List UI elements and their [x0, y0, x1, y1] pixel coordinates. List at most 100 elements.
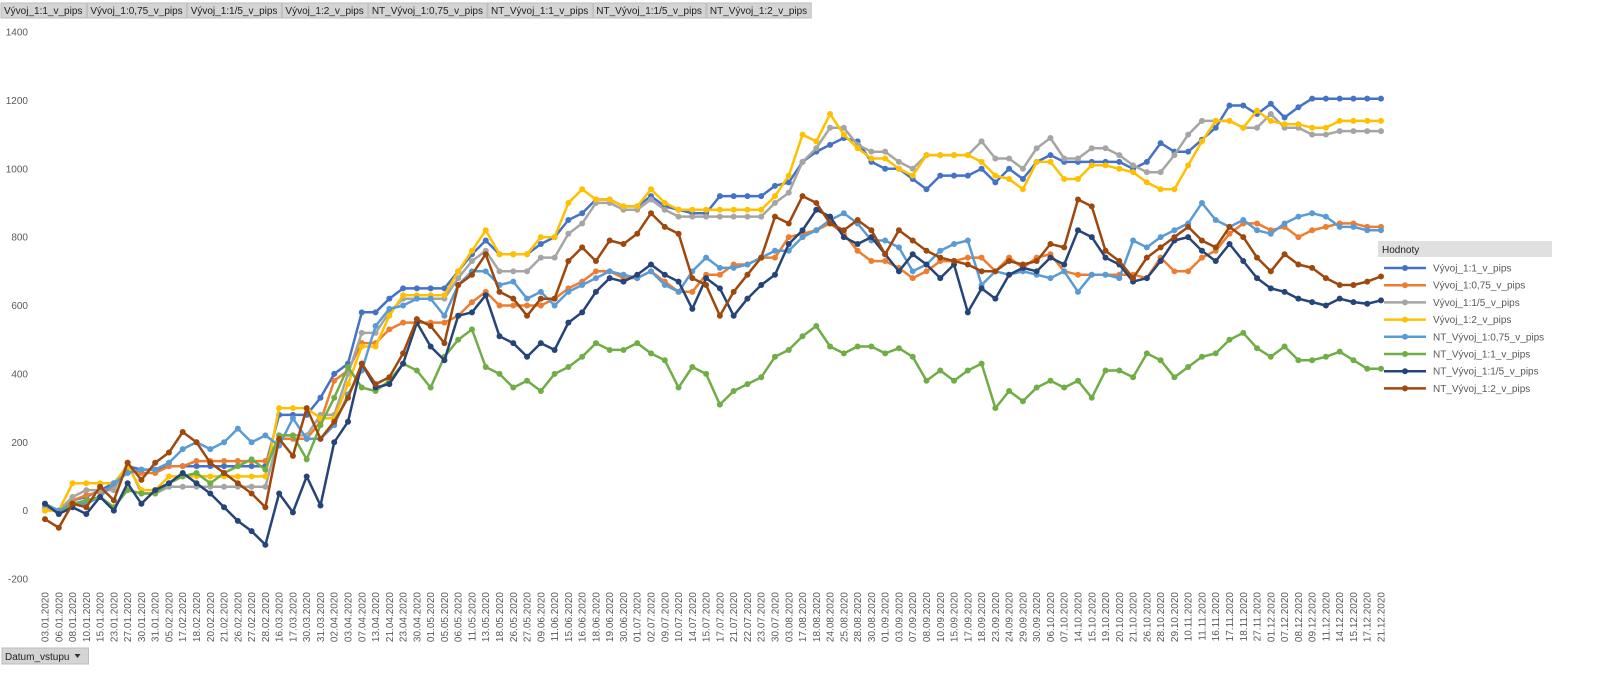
data-point: [1336, 223, 1343, 230]
x-tick-label: 31.01.2020: [151, 592, 162, 642]
field-button[interactable]: NT_Vývoj_1:1/5_v_pips: [592, 2, 707, 19]
data-point: [771, 247, 778, 254]
field-button-label[interactable]: Vývoj_1:1_v_pips: [4, 6, 82, 17]
data-point: [909, 353, 916, 360]
data-point: [372, 309, 379, 316]
x-tick-label: 08.09.2020: [922, 592, 933, 642]
data-point: [620, 240, 627, 247]
field-button[interactable]: Vývoj_1:1_v_pips: [0, 2, 87, 19]
data-point: [868, 234, 875, 241]
data-point: [1350, 117, 1357, 124]
data-point: [1336, 281, 1343, 288]
data-point: [1074, 377, 1081, 384]
x-tick-label: 20.10.2020: [1115, 592, 1126, 642]
axis-field-bg[interactable]: [1, 647, 89, 665]
field-button-bg[interactable]: [368, 2, 488, 19]
field-button-label[interactable]: NT_Vývoj_1:1/5_v_pips: [596, 6, 702, 17]
legend-marker: [1402, 351, 1408, 357]
data-point: [207, 446, 214, 453]
field-button-bg[interactable]: [187, 2, 282, 19]
data-point: [1171, 152, 1178, 159]
x-tick-label: 03.08.2020: [784, 592, 795, 642]
field-button-label[interactable]: Vývoj_1:2_v_pips: [285, 6, 363, 17]
x-tick-label: 17.09.2020: [963, 592, 974, 642]
data-point: [1116, 367, 1123, 374]
legend-title: Hodnoty: [1382, 245, 1419, 256]
data-point: [1157, 234, 1164, 241]
data-point: [1309, 124, 1316, 131]
y-tick-label: 1200: [6, 96, 29, 107]
data-point: [1157, 140, 1164, 147]
data-point: [1364, 227, 1371, 234]
x-tick-label: 18.06.2020: [591, 592, 602, 642]
data-point: [386, 381, 393, 388]
data-point: [262, 483, 269, 490]
data-point: [345, 394, 352, 401]
field-button-label[interactable]: NT_Vývoj_1:2_v_pips: [710, 6, 807, 17]
data-point: [1088, 145, 1095, 152]
data-point: [110, 507, 117, 514]
data-point: [441, 340, 448, 347]
data-point: [441, 312, 448, 319]
field-button[interactable]: NT_Vývoj_1:0,75_v_pips: [368, 2, 488, 19]
field-button-bg[interactable]: [0, 2, 87, 19]
field-button[interactable]: NT_Vývoj_1:2_v_pips: [706, 2, 812, 19]
data-point: [537, 295, 544, 302]
x-tick-label: 03.01.2020: [41, 592, 52, 642]
field-button-label[interactable]: NT_Vývoj_1:1_v_pips: [491, 6, 588, 17]
y-tick-label: 600: [11, 301, 28, 312]
axis-field-label[interactable]: Datum_vstupu: [5, 652, 69, 663]
x-tick-label: 23.01.2020: [109, 592, 120, 642]
axis-field-button[interactable]: Datum_vstupu: [1, 647, 89, 665]
field-button-label[interactable]: Vývoj_1:1/5_v_pips: [191, 6, 278, 17]
data-point: [744, 271, 751, 278]
data-point: [1019, 398, 1026, 405]
data-point: [234, 480, 241, 487]
field-button-bg[interactable]: [86, 2, 188, 19]
data-point: [620, 203, 627, 210]
data-point: [1171, 374, 1178, 381]
field-button[interactable]: Vývoj_1:2_v_pips: [281, 2, 369, 19]
data-point: [675, 213, 682, 220]
data-point: [1130, 237, 1137, 244]
data-point: [1006, 165, 1013, 172]
data-point: [771, 213, 778, 220]
data-point: [303, 473, 310, 480]
field-button[interactable]: Vývoj_1:0,75_v_pips: [86, 2, 188, 19]
field-button-bg[interactable]: [706, 2, 812, 19]
data-point: [524, 312, 531, 319]
data-point: [909, 172, 916, 179]
x-tick-label: 11.05.2020: [467, 592, 478, 642]
series-line: [44, 208, 1382, 547]
data-point: [1033, 258, 1040, 265]
data-point: [923, 268, 930, 275]
field-button-label[interactable]: NT_Vývoj_1:0,75_v_pips: [372, 6, 483, 17]
data-point: [964, 261, 971, 268]
data-point: [744, 261, 751, 268]
field-button-bg[interactable]: [281, 2, 369, 19]
data-point: [840, 227, 847, 234]
field-button-label[interactable]: Vývoj_1:0,75_v_pips: [90, 6, 182, 17]
data-point: [771, 193, 778, 200]
data-point: [648, 350, 655, 357]
data-point: [868, 258, 875, 265]
data-point: [1309, 95, 1316, 102]
x-tick-label: 30.07.2020: [770, 592, 781, 642]
dropdown-arrow[interactable]: [74, 654, 81, 658]
data-point: [413, 285, 420, 292]
data-point: [1047, 158, 1054, 165]
field-button[interactable]: Vývoj_1:1/5_v_pips: [187, 2, 282, 19]
x-tick-label: 18.05.2020: [495, 592, 506, 642]
x-tick-label: 27.11.2020: [1253, 592, 1264, 642]
data-point: [386, 326, 393, 333]
data-point: [606, 275, 613, 282]
data-point: [1212, 217, 1219, 224]
data-point: [1088, 234, 1095, 241]
data-point: [400, 302, 407, 309]
field-button[interactable]: NT_Vývoj_1:1_v_pips: [487, 2, 593, 19]
field-button-bg[interactable]: [487, 2, 593, 19]
data-point: [840, 131, 847, 138]
data-point: [1130, 169, 1137, 176]
data-point: [1047, 254, 1054, 261]
field-button-bg[interactable]: [592, 2, 707, 19]
